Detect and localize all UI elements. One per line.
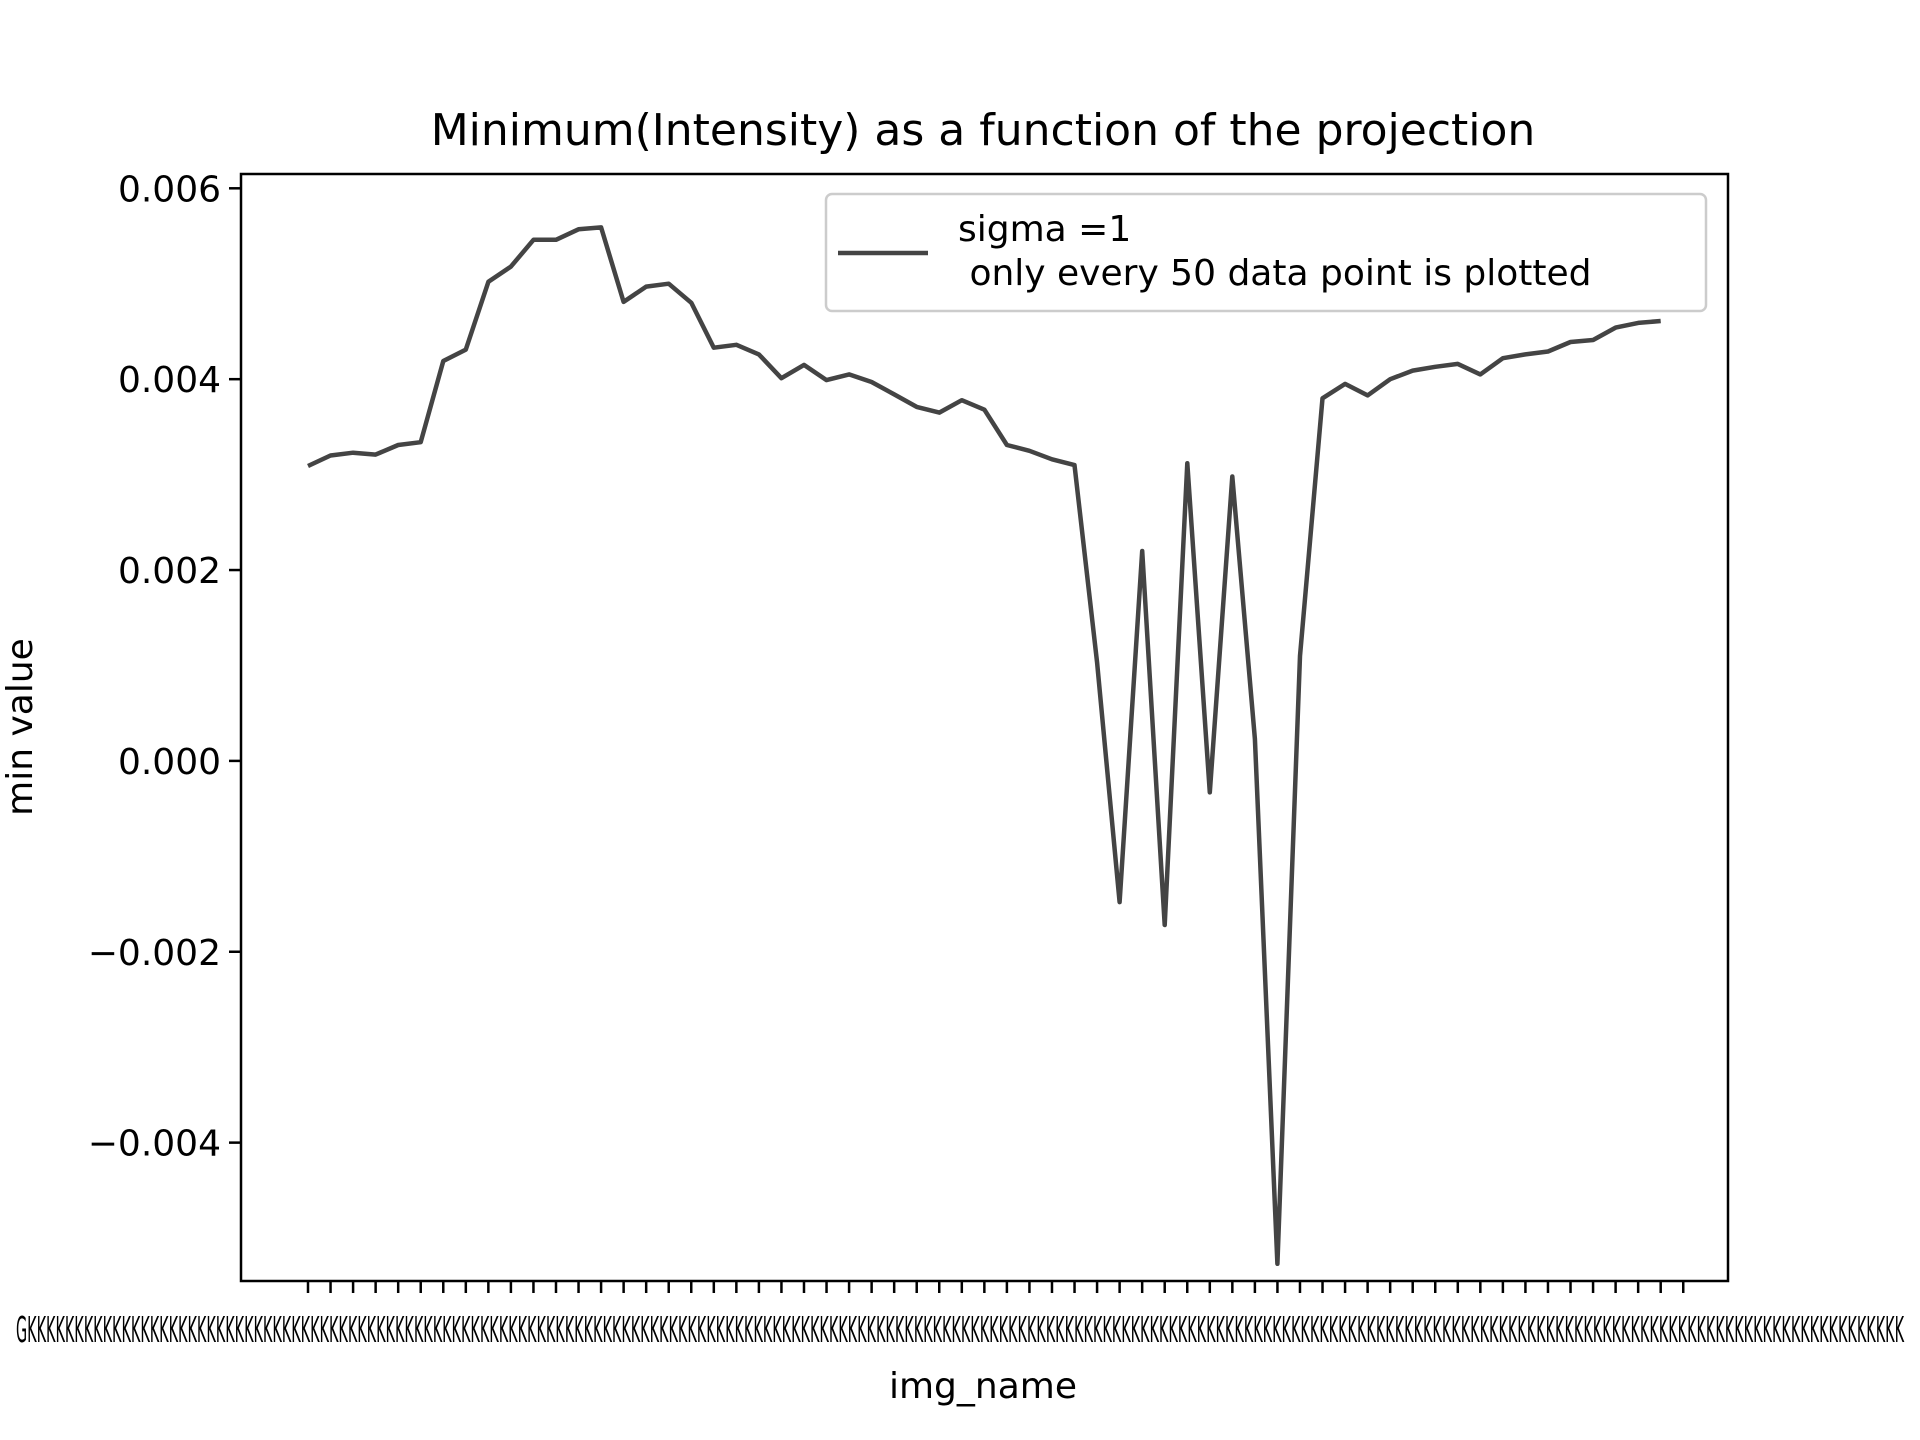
series-line [307,225,1661,1267]
y-tick-label: 0.000 [118,742,221,783]
y-tick-label: 0.006 [118,169,221,210]
y-axis: −0.004 −0.002 0.000 0.002 0.004 0.006 [88,169,241,1165]
y-tick-label: 0.004 [118,360,221,401]
y-tick-label: −0.002 [88,933,221,974]
y-axis-label: min value [0,638,41,816]
legend-box [824,192,1708,313]
legend-label: sigma =1 only every 50 data point is plo… [958,209,1592,294]
x-tick-labels: GKKKKKKKKKKKKKKKKKKKKKKKKKKKKKKKKKKKKKKK… [16,1310,1905,1351]
y-tick-label: −0.004 [88,1124,221,1165]
x-axis-ticks [306,1281,1685,1293]
legend-label-line: only every 50 data point is plotted [958,253,1592,294]
legend-label-line: sigma =1 [958,209,1131,250]
x-axis-label: img_name [889,1366,1077,1407]
y-tick-label: 0.002 [118,551,221,592]
legend: sigma =1 only every 50 data point is plo… [824,192,1708,313]
plot-frame [239,172,1730,1283]
chart-title: Minimum(Intensity) as a function of the … [431,105,1536,156]
